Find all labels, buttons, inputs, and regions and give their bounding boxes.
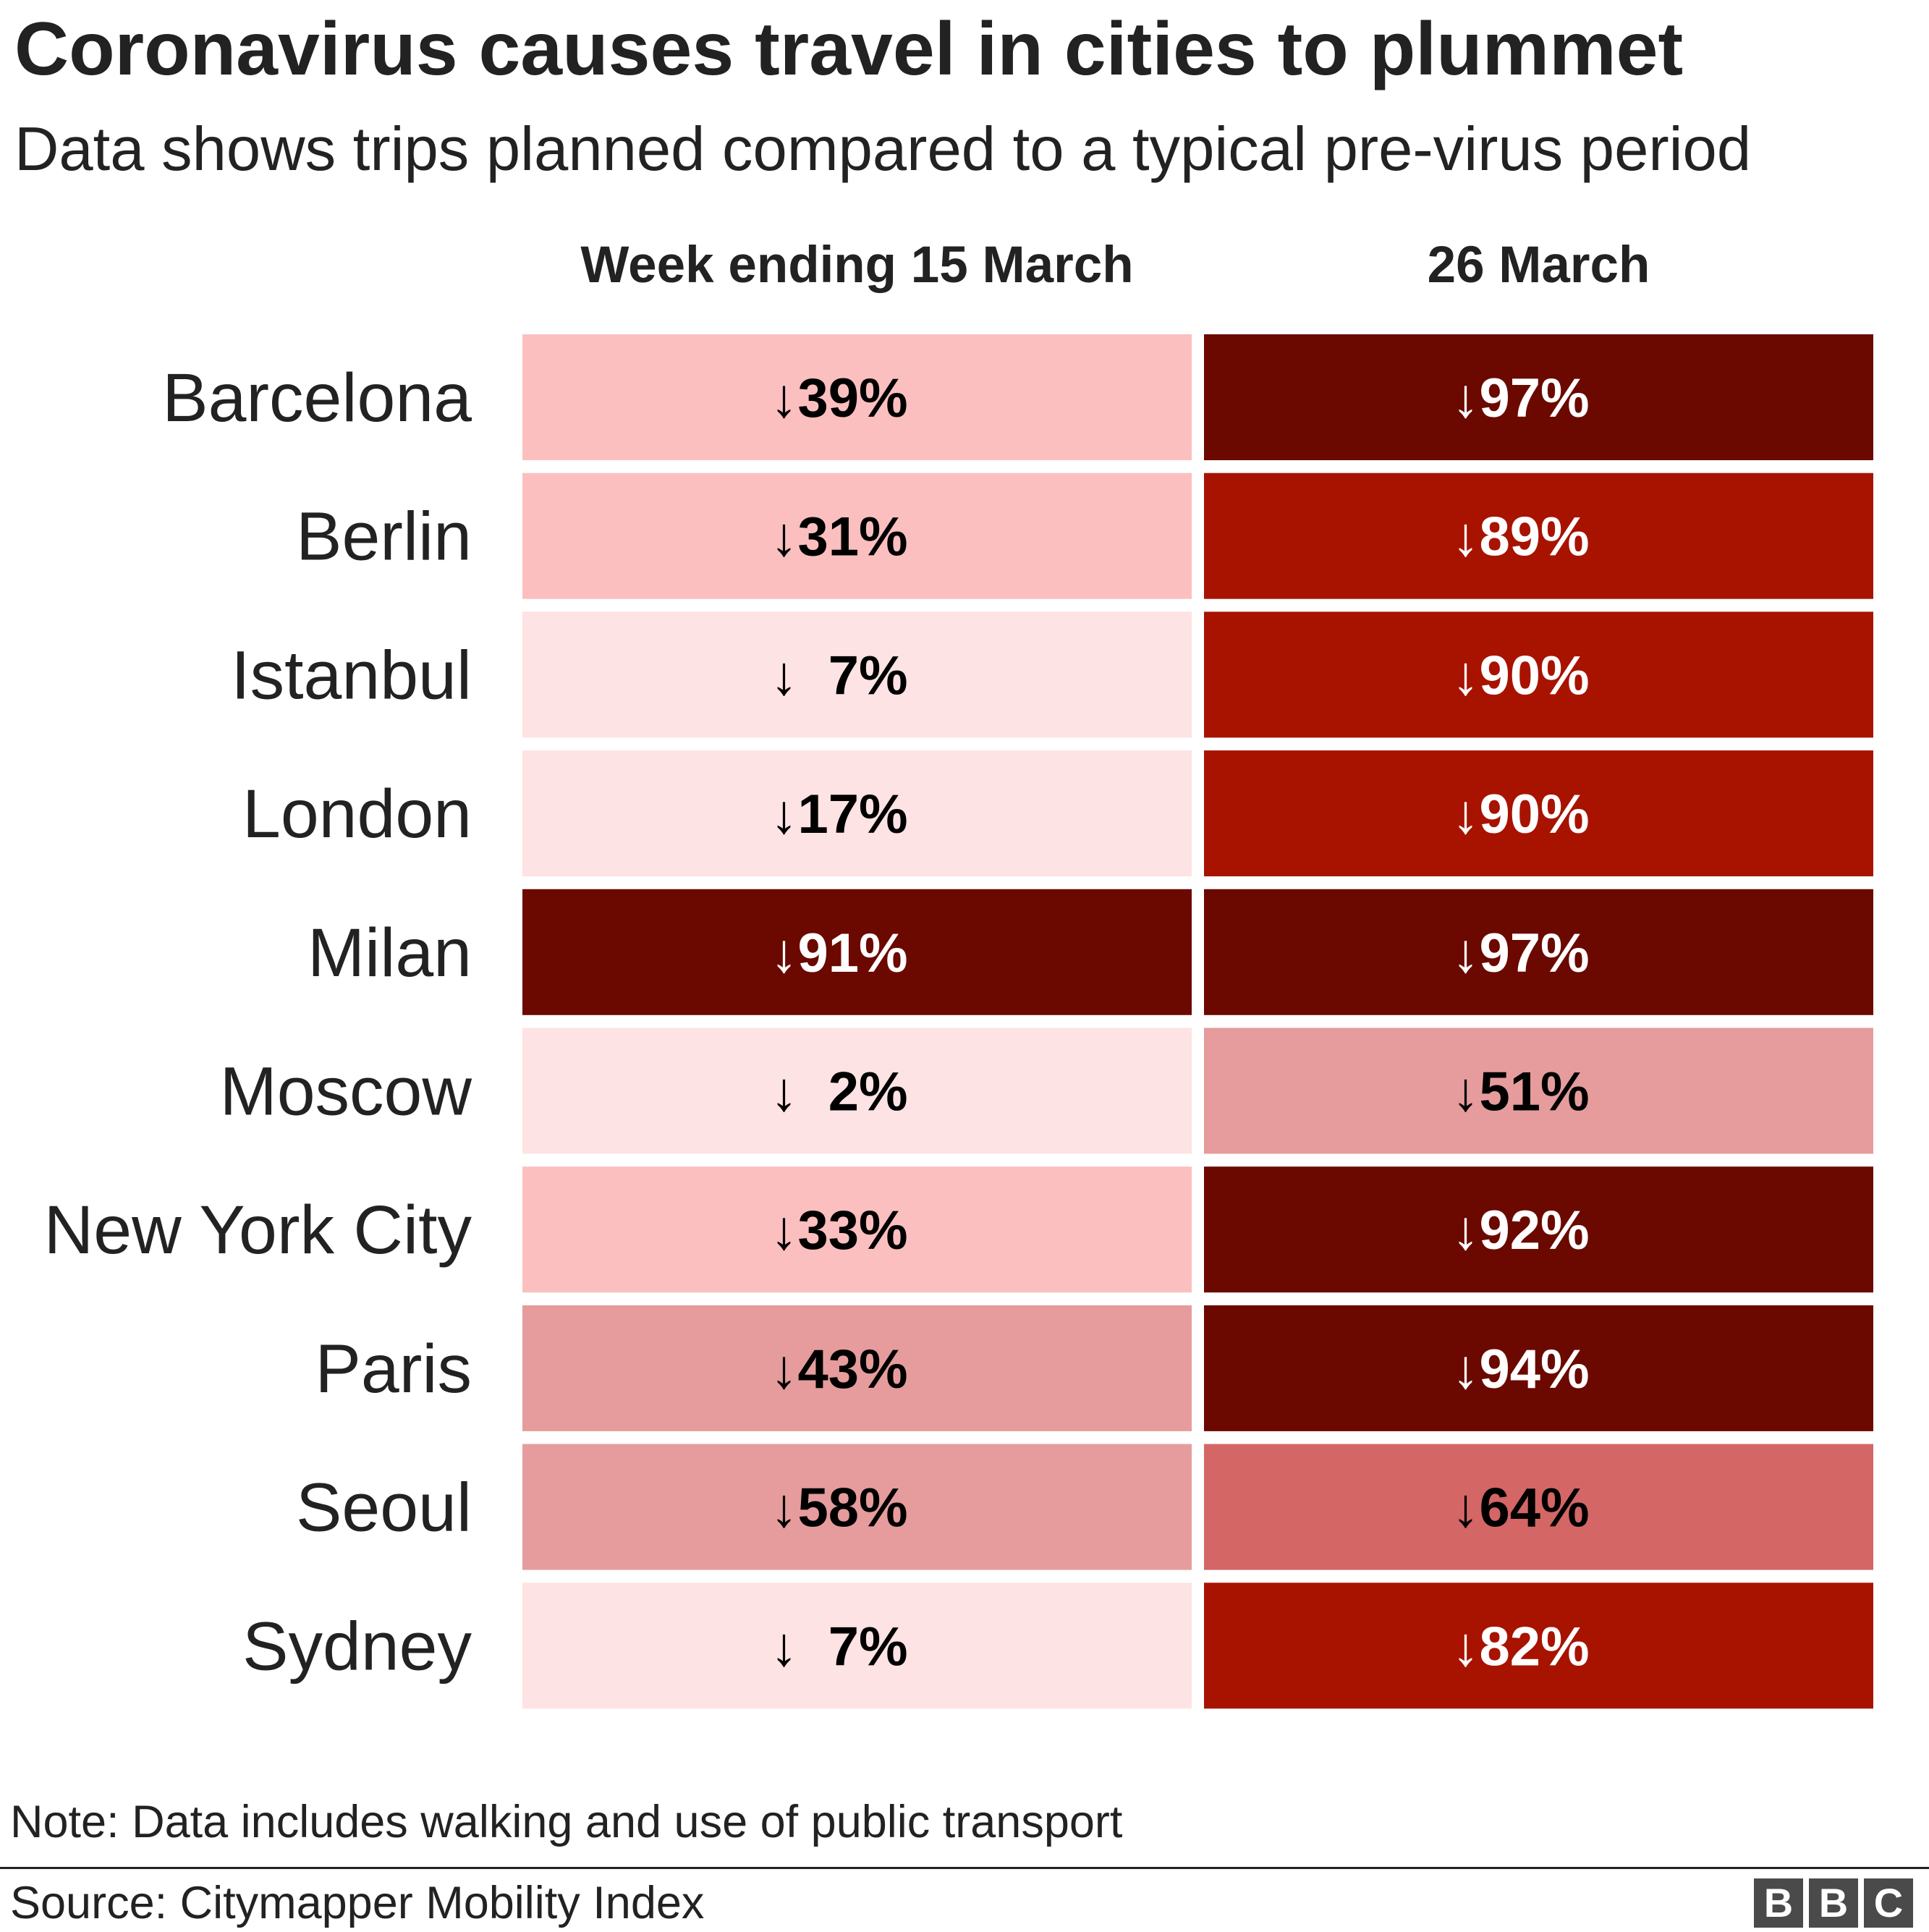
row-label: Berlin bbox=[296, 499, 472, 575]
cell-value-label: ↓91% bbox=[770, 923, 907, 984]
bbc-logo-block: B bbox=[1809, 1878, 1858, 1928]
cell-value-label: ↓94% bbox=[1451, 1339, 1589, 1400]
heatmap-cell bbox=[522, 1166, 1192, 1293]
heatmap-cell bbox=[522, 889, 1192, 1015]
cell-value-label: ↓97% bbox=[1451, 368, 1589, 429]
heatmap-cell bbox=[1204, 1305, 1873, 1431]
column-header: 26 March bbox=[1428, 237, 1650, 294]
cell-value-label: ↓ 2% bbox=[770, 1062, 907, 1123]
cell-value-label: ↓89% bbox=[1451, 507, 1589, 568]
cell-value-label: ↓58% bbox=[770, 1478, 907, 1539]
row-label: Istanbul bbox=[231, 637, 472, 713]
cell-value-label: ↓33% bbox=[770, 1200, 907, 1261]
cell-value-label: ↓92% bbox=[1451, 1200, 1589, 1261]
heatmap-cell bbox=[1204, 1166, 1873, 1293]
chart-source: Source: Citymapper Mobility Index bbox=[10, 1878, 705, 1928]
heatmap-cell bbox=[522, 611, 1192, 738]
cell-value-label: ↓64% bbox=[1451, 1478, 1589, 1539]
column-header: Week ending 15 March bbox=[580, 237, 1133, 294]
heatmap-cell bbox=[1204, 1028, 1873, 1154]
bbc-logo-block: B bbox=[1754, 1878, 1803, 1928]
row-label: Barcelona bbox=[162, 360, 472, 436]
row-label: Seoul bbox=[296, 1470, 472, 1546]
heatmap-cell bbox=[522, 1583, 1192, 1709]
row-label: Sydney bbox=[242, 1608, 472, 1685]
heatmap-cell bbox=[522, 1028, 1192, 1154]
heatmap-cell bbox=[522, 473, 1192, 599]
row-label: New York City bbox=[44, 1192, 472, 1268]
footer-divider bbox=[0, 1867, 1929, 1869]
chart-subtitle: Data shows trips planned compared to a t… bbox=[14, 115, 1752, 184]
cell-value-label: ↓90% bbox=[1451, 645, 1589, 706]
heatmap-cell bbox=[522, 1444, 1192, 1570]
cell-value-label: ↓90% bbox=[1451, 784, 1589, 845]
heatmap-cell bbox=[522, 750, 1192, 877]
heatmap-cell bbox=[1204, 750, 1873, 877]
heatmap-cell bbox=[1204, 1444, 1873, 1570]
row-label: Moscow bbox=[220, 1054, 472, 1130]
heatmap-cell bbox=[1204, 1583, 1873, 1709]
bbc-logo: B B C bbox=[1754, 1878, 1913, 1928]
cell-value-label: ↓51% bbox=[1451, 1062, 1589, 1123]
cell-value-label: ↓43% bbox=[770, 1339, 907, 1400]
heatmap-cell bbox=[522, 334, 1192, 460]
heatmap-cell bbox=[1204, 889, 1873, 1015]
chart-note: Note: Data includes walking and use of p… bbox=[10, 1797, 1123, 1847]
heatmap-cell bbox=[1204, 473, 1873, 599]
cell-value-label: ↓82% bbox=[1451, 1616, 1589, 1677]
cell-value-label: ↓39% bbox=[770, 368, 907, 429]
cell-value-label: ↓ 7% bbox=[770, 645, 907, 706]
cell-value-label: ↓97% bbox=[1451, 923, 1589, 984]
heatmap-cell bbox=[522, 1305, 1192, 1431]
row-label: Milan bbox=[308, 915, 472, 991]
cell-value-label: ↓31% bbox=[770, 507, 907, 568]
heatmap-cell bbox=[1204, 611, 1873, 738]
cell-value-label: ↓ 7% bbox=[770, 1616, 907, 1677]
cell-value-label: ↓17% bbox=[770, 784, 907, 845]
heatmap-cell bbox=[1204, 334, 1873, 460]
bbc-logo-block: C bbox=[1864, 1878, 1913, 1928]
row-label: Paris bbox=[315, 1331, 472, 1407]
chart-title: Coronavirus causes travel in cities to p… bbox=[14, 7, 1684, 91]
row-label: London bbox=[242, 776, 472, 852]
